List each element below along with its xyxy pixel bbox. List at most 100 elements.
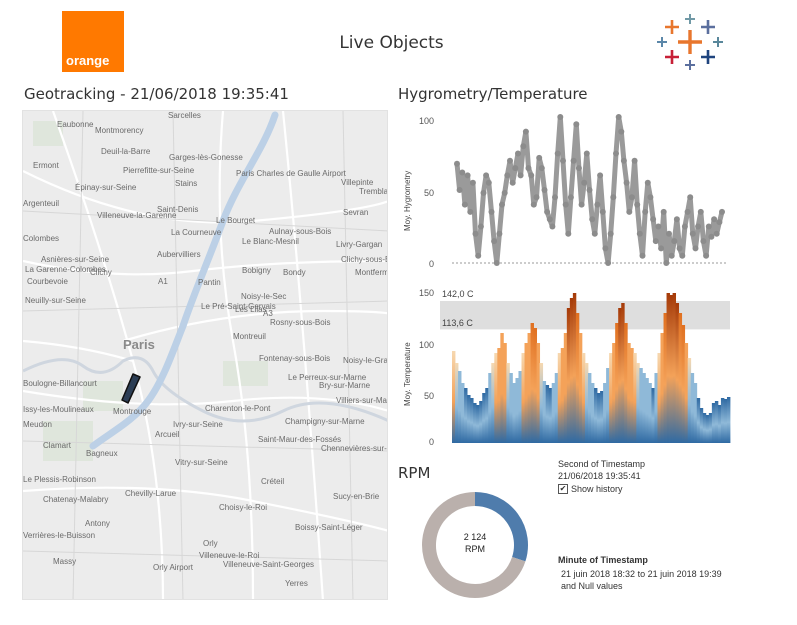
temperature-bar <box>578 333 583 443</box>
temperature-bar <box>669 295 673 443</box>
temperature-bar <box>500 333 504 443</box>
hygrometry-chart[interactable] <box>440 112 740 272</box>
temperature-bar <box>672 293 677 443</box>
temperature-bar <box>536 343 541 443</box>
hygrometry-point <box>475 252 482 259</box>
hygrometry-point <box>509 179 516 186</box>
temperature-bar <box>539 363 544 443</box>
tracked-object-marker[interactable] <box>121 373 141 404</box>
show-history-toggle[interactable]: ✔ Show history <box>558 484 645 494</box>
orange-logo-text: orange <box>66 53 110 68</box>
hygrometry-point <box>549 223 556 230</box>
hygrometry-point <box>663 260 670 266</box>
hygrometry-point <box>557 114 564 120</box>
hygrometry-point <box>477 223 484 230</box>
temperature-bar <box>485 388 489 443</box>
map-place-label: Montrouge <box>113 407 152 416</box>
temperature-bar <box>479 401 483 443</box>
temperature-bar <box>587 373 592 443</box>
temperature-bar <box>572 293 577 443</box>
temperature-bar <box>551 383 556 443</box>
temperature-bar <box>591 383 595 443</box>
temperature-chart[interactable] <box>440 290 740 450</box>
map-place-label: Villeneuve-la-Garenne <box>97 211 177 220</box>
hygrometry-point <box>681 223 688 230</box>
hygrometry-point <box>602 245 609 252</box>
temperature-y-tick: 0 <box>428 437 434 447</box>
temperature-bar <box>461 383 465 443</box>
temperature-bar <box>609 353 613 443</box>
map-place-label: Tremblay <box>359 187 388 196</box>
hygrometry-point <box>631 157 638 164</box>
temperature-bar <box>615 323 619 443</box>
hygrometry-point <box>459 169 466 176</box>
hygrometry-point <box>533 194 540 201</box>
hygrometry-point <box>605 260 612 266</box>
map-place-label: Ivry-sur-Seine <box>173 420 223 429</box>
hygrometry-point <box>618 128 625 135</box>
hygrometry-point <box>713 230 720 237</box>
map-place-label: Noisy-le-Sec <box>241 292 287 301</box>
hygrometry-point <box>464 172 471 179</box>
temperature-bar <box>594 388 598 443</box>
map-place-label: Yerres <box>285 579 308 588</box>
hygrometry-point <box>541 187 548 193</box>
map-place-label: Verrières-le-Buisson <box>23 531 96 540</box>
hygrometry-point <box>660 208 667 215</box>
hygrometry-point <box>639 252 646 259</box>
temperature-bar <box>624 323 628 443</box>
minute-of-timestamp-range[interactable]: 21 juin 2018 18:32 to 21 juin 2018 19:39 <box>561 569 722 579</box>
temperature-bar <box>548 388 553 443</box>
map-place-label: Villeneuve-Saint-Georges <box>223 560 315 569</box>
hygrometry-temperature-title: Hygrometry/Temperature <box>398 85 588 103</box>
temperature-bar <box>648 383 652 443</box>
temperature-band-low-label: 113,6 C <box>442 318 473 328</box>
map-place-label: Fontenay-sous-Bois <box>259 354 331 363</box>
map-place-label: Bagneux <box>86 449 118 458</box>
temperature-bar <box>657 353 661 443</box>
hygrometry-point <box>689 230 696 237</box>
hygrometry-point <box>501 189 508 196</box>
map-place-label: Le Plessis-Robinson <box>23 475 96 484</box>
hygrometry-point <box>530 201 537 208</box>
map-place-label: Montmorency <box>95 126 144 135</box>
temperature-bar <box>702 413 707 443</box>
hygrometry-point <box>671 238 678 245</box>
map-place-label: Orly <box>203 539 218 548</box>
map-place-label: Champigny-sur-Marne <box>285 417 365 426</box>
temperature-y-axis-title: Moy. Temperature <box>403 342 412 406</box>
map-place-label: Chatenay-Malabry <box>43 495 109 504</box>
temperature-bar <box>723 399 728 443</box>
temperature-bar <box>554 373 559 443</box>
temperature-bar <box>575 313 580 443</box>
temperature-bar <box>557 353 562 443</box>
rpm-donut-chart[interactable] <box>420 490 530 600</box>
hygrometry-point <box>647 194 654 201</box>
map-place-label: Paris Charles de Gaulle Airport <box>236 169 346 178</box>
map-place-label: Asnières-sur-Seine <box>41 255 110 264</box>
hygrometry-point <box>472 230 479 237</box>
map-background <box>23 111 387 599</box>
hygrometry-point <box>626 208 633 215</box>
map-place-label: Massy <box>53 557 77 566</box>
map-place-label: Villepinte <box>341 178 374 187</box>
temperature-bar <box>681 325 686 443</box>
hygrometry-point <box>512 165 519 172</box>
geotracking-title: Geotracking - 21/06/2018 19:35:41 <box>24 85 289 103</box>
hygrometry-point <box>708 233 715 240</box>
temperature-bar <box>600 391 604 443</box>
show-history-label: Show history <box>571 484 623 494</box>
temperature-bar <box>512 383 516 443</box>
map-place-label: Orly Airport <box>153 563 194 572</box>
hygrometry-point <box>700 238 707 245</box>
hygrometry-point <box>673 216 680 223</box>
temperature-bar <box>470 398 474 443</box>
show-history-checkbox[interactable]: ✔ <box>558 484 568 494</box>
temperature-bar <box>621 303 625 443</box>
hygrometry-point <box>687 194 694 201</box>
temperature-bar <box>524 343 528 443</box>
map-place-label: Chevilly-Larue <box>125 489 177 498</box>
map-place-label: Les Lilas <box>235 305 267 314</box>
temperature-bar <box>717 405 722 443</box>
geotracking-map[interactable]: Sarcelles Eaubonne Montmorency Deuil-la-Bar… <box>22 110 388 600</box>
